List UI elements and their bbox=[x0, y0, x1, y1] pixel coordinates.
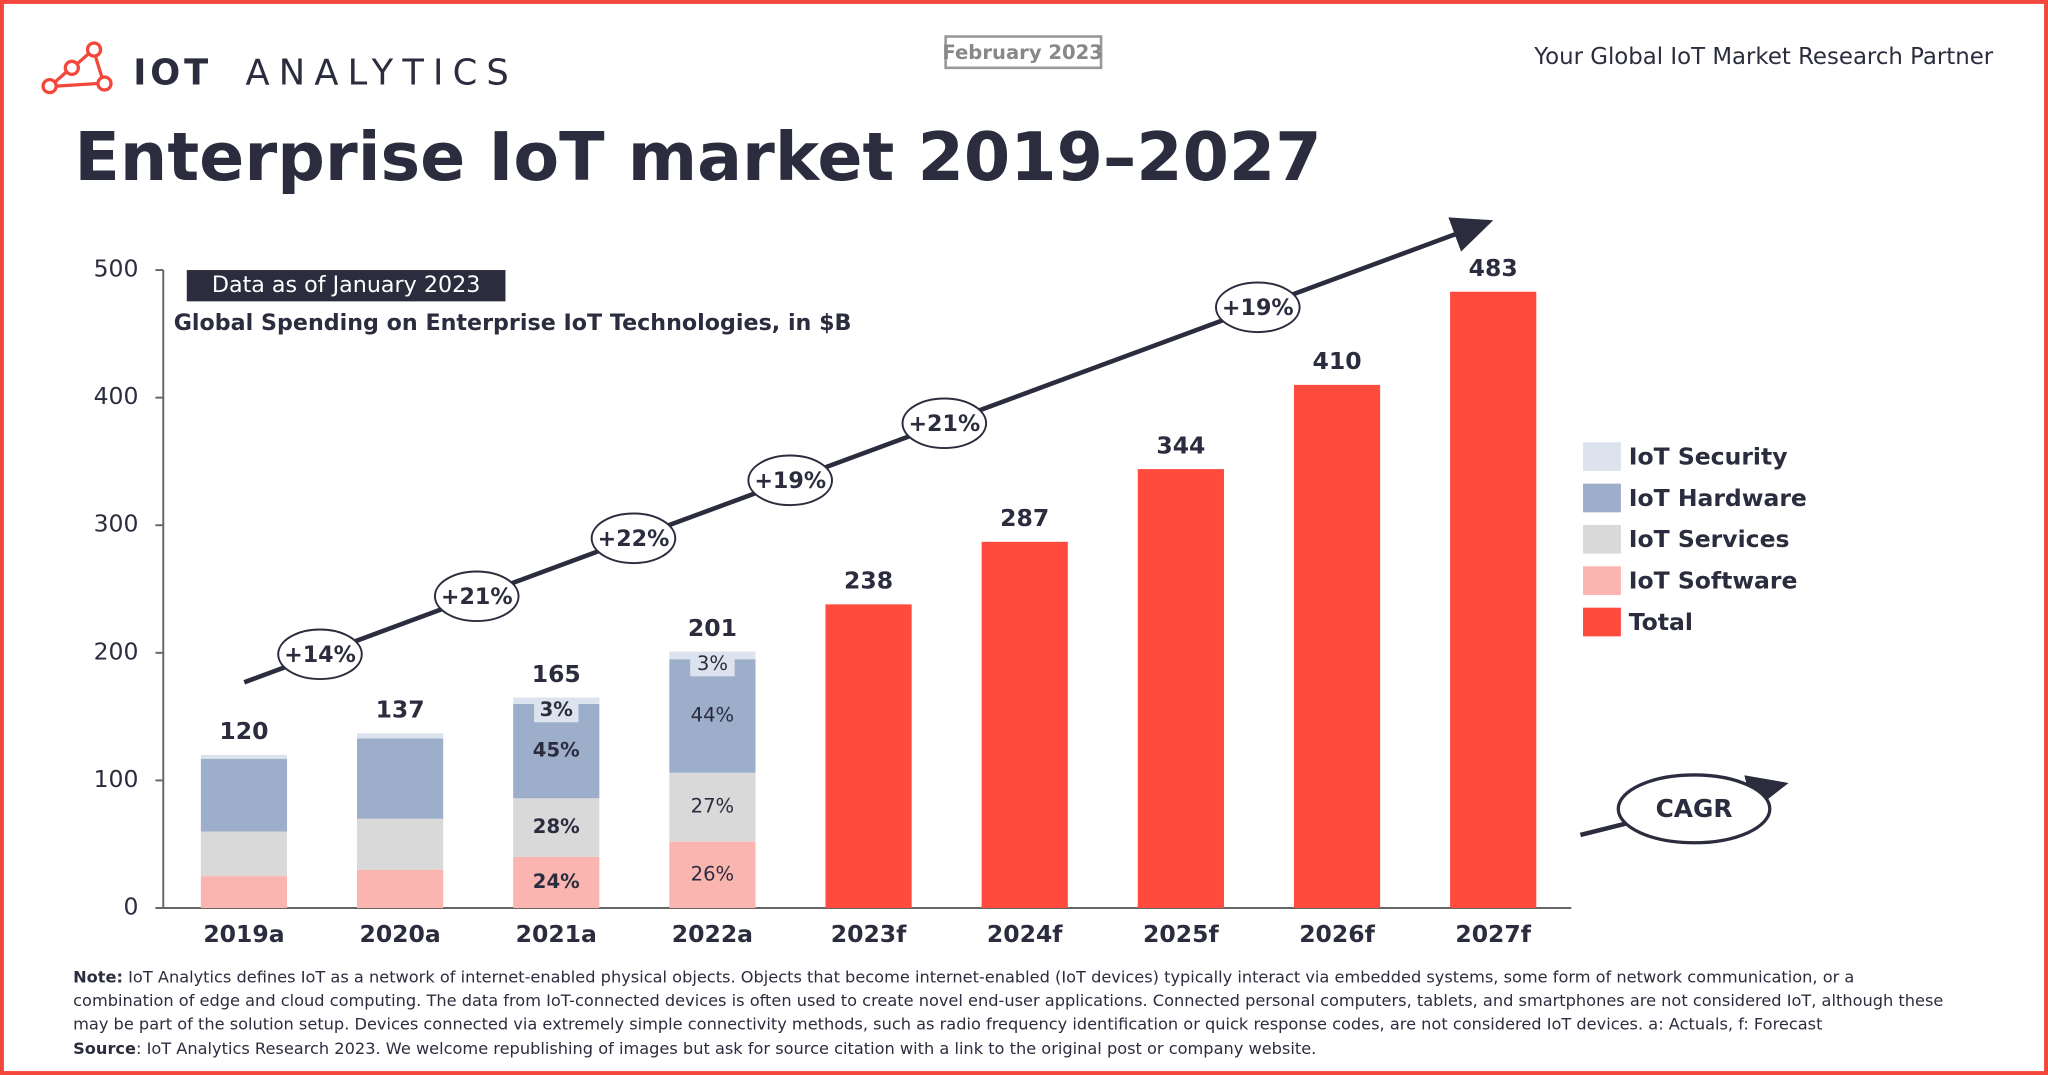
logo-bold: IOT bbox=[133, 52, 212, 93]
legend-label: IoT Software bbox=[1629, 566, 1798, 594]
legend-swatch bbox=[1583, 442, 1621, 471]
total-label: 287 bbox=[1000, 504, 1049, 532]
bar-segment bbox=[200, 754, 288, 759]
y-tick-label: 200 bbox=[94, 637, 139, 665]
label-box bbox=[534, 698, 579, 723]
bar-segment bbox=[200, 758, 288, 832]
total-label: 410 bbox=[1313, 347, 1362, 375]
y-tick-label: 400 bbox=[94, 382, 139, 410]
growth-legend: CAGR bbox=[1656, 794, 1733, 823]
x-tick-label: 2021a bbox=[516, 920, 597, 948]
logo-icon bbox=[41, 41, 113, 95]
y-tick-label: 0 bbox=[123, 893, 138, 921]
growth-label: +21% bbox=[441, 584, 513, 610]
growth-label: +19% bbox=[754, 468, 826, 494]
x-tick-label: 2024f bbox=[987, 920, 1063, 948]
bar bbox=[1450, 291, 1537, 909]
bar-segment bbox=[357, 738, 444, 819]
value-label: 44% bbox=[691, 703, 735, 726]
growth-label: +19% bbox=[1222, 295, 1294, 321]
bar bbox=[825, 604, 912, 909]
total-label: 344 bbox=[1156, 431, 1205, 459]
bar-segment bbox=[357, 869, 444, 909]
growth-ellipse bbox=[590, 512, 677, 565]
y-tick-label: 100 bbox=[94, 765, 139, 793]
growth-ellipse bbox=[433, 570, 520, 623]
value-label: 45% bbox=[533, 739, 580, 762]
growth-legend-ellipse bbox=[1616, 773, 1772, 845]
bar-segment bbox=[669, 841, 756, 909]
legend-label: IoT Hardware bbox=[1629, 484, 1807, 512]
y-tick-label: 300 bbox=[94, 510, 139, 538]
value-label: 28% bbox=[533, 815, 580, 838]
value-label: 24% bbox=[533, 870, 580, 893]
legend-label: IoT Security bbox=[1629, 442, 1788, 470]
growth-label: +21% bbox=[908, 411, 980, 437]
source: : IoT Analytics Research 2023. We welcom… bbox=[135, 1037, 1317, 1058]
value-label: 27% bbox=[691, 795, 735, 818]
growth-ellipse bbox=[901, 397, 988, 450]
bar bbox=[1137, 469, 1224, 909]
value-label: 3% bbox=[697, 652, 728, 675]
chart-title: Enterprise IoT market 2019–2027 bbox=[74, 118, 1321, 196]
x-tick-label: 2025f bbox=[1143, 920, 1219, 948]
x-tick-label: 2023f bbox=[831, 920, 907, 948]
date-box bbox=[944, 35, 1103, 70]
total-label: 120 bbox=[219, 717, 268, 745]
bar bbox=[1293, 384, 1381, 909]
x-tick-label: 2020a bbox=[359, 920, 440, 948]
tagline: Your Global IoT Market Research Partner bbox=[1533, 44, 1994, 70]
badge: Data as of January 2023 bbox=[212, 272, 480, 298]
legend-label: IoT Services bbox=[1629, 525, 1790, 553]
note-label: Note: bbox=[73, 966, 123, 987]
bar-segment bbox=[200, 831, 288, 877]
date: February 2023 bbox=[942, 41, 1102, 64]
x-tick-label: 2027f bbox=[1455, 920, 1531, 948]
bar-segment bbox=[357, 733, 444, 739]
total-label: 483 bbox=[1469, 254, 1518, 282]
legend-swatch bbox=[1583, 607, 1621, 637]
legend-swatch bbox=[1583, 524, 1621, 554]
label-box bbox=[690, 652, 735, 677]
legend-swatch bbox=[1583, 566, 1621, 596]
total-label: 201 bbox=[688, 614, 737, 642]
y-tick-label: 500 bbox=[94, 255, 139, 283]
source-label: Source bbox=[73, 1037, 136, 1058]
footnote: Note: IoT Analytics defines IoT as a net… bbox=[73, 965, 1954, 1060]
total-label: 137 bbox=[376, 696, 425, 724]
total-label: 165 bbox=[532, 660, 581, 688]
growth-label: +14% bbox=[284, 642, 356, 668]
growth-ellipse bbox=[1215, 281, 1301, 334]
bar-segment bbox=[669, 659, 756, 773]
growth-ellipse bbox=[277, 628, 363, 681]
total-label: 238 bbox=[844, 567, 893, 595]
bar-segment bbox=[669, 772, 756, 842]
bar-segment bbox=[513, 856, 600, 909]
bar bbox=[981, 541, 1068, 909]
x-tick-label: 2026f bbox=[1299, 920, 1375, 948]
badge-box bbox=[186, 270, 506, 302]
chart-subtitle: Global Spending on Enterprise IoT Techno… bbox=[174, 310, 852, 336]
growth-ellipse bbox=[747, 454, 833, 507]
bar-segment bbox=[357, 818, 444, 870]
value-label: 3% bbox=[540, 698, 573, 721]
bar-segment bbox=[200, 876, 288, 909]
x-tick-label: 2022a bbox=[672, 920, 753, 948]
x-tick-label: 2019a bbox=[203, 920, 284, 948]
note: IoT Analytics defines IoT as a network o… bbox=[73, 966, 1944, 1034]
growth-label: +22% bbox=[598, 526, 670, 552]
value-label: 26% bbox=[691, 862, 735, 885]
legend-swatch bbox=[1583, 483, 1621, 513]
bar-segment bbox=[513, 798, 600, 857]
legend-label: Total bbox=[1629, 608, 1693, 636]
logo-light: ANALYTICS bbox=[246, 52, 518, 93]
